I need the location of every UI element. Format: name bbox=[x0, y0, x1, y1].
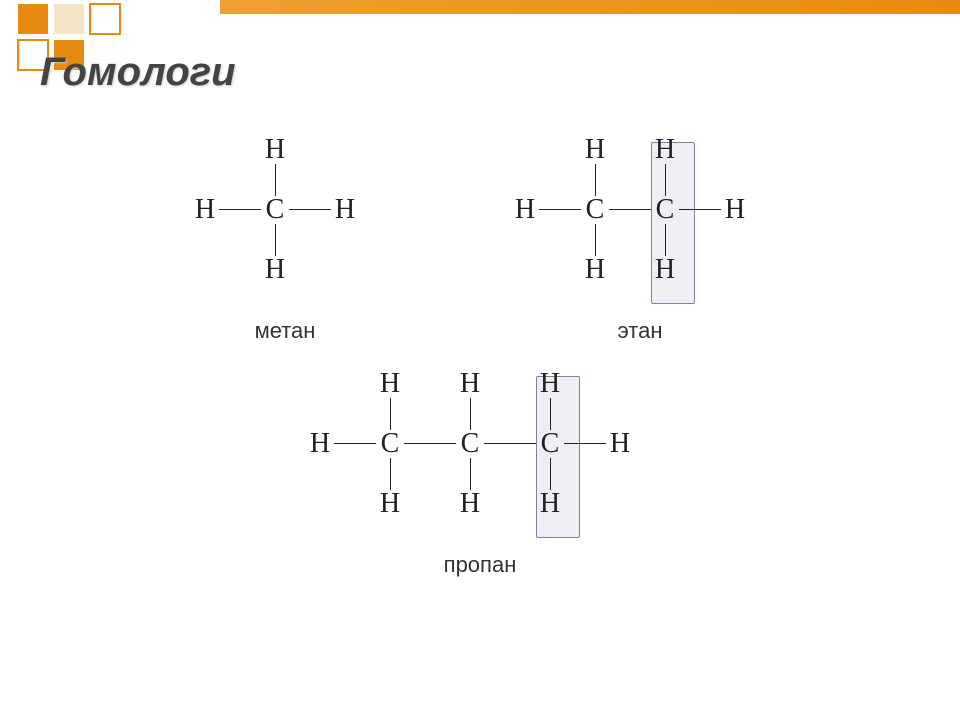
atom-h: H bbox=[191, 196, 219, 224]
atom-h: H bbox=[331, 196, 359, 224]
atom-h: H bbox=[651, 136, 679, 164]
bond bbox=[609, 209, 651, 210]
atom-c: C bbox=[536, 430, 564, 458]
atom-c: C bbox=[376, 430, 404, 458]
atom-h: H bbox=[581, 136, 609, 164]
methane-caption: метан bbox=[185, 318, 385, 344]
atom-h: H bbox=[261, 256, 289, 284]
atom-h: H bbox=[511, 196, 539, 224]
top-accent-bar bbox=[220, 0, 960, 14]
ethane-block: CCHHHHHH этан bbox=[505, 140, 775, 344]
molecule-row-2: CCCHHHHHHHH пропан bbox=[0, 374, 960, 578]
atom-h: H bbox=[581, 256, 609, 284]
bond bbox=[665, 224, 666, 256]
bond bbox=[275, 164, 276, 196]
bond bbox=[404, 443, 456, 444]
bond bbox=[550, 398, 551, 430]
atom-h: H bbox=[606, 430, 634, 458]
slide-title: Гомологи bbox=[40, 50, 236, 95]
atom-h: H bbox=[376, 490, 404, 518]
bond bbox=[550, 458, 551, 490]
bond bbox=[470, 398, 471, 430]
bond bbox=[484, 443, 536, 444]
bond bbox=[334, 443, 376, 444]
bond bbox=[564, 443, 606, 444]
bond bbox=[390, 398, 391, 430]
atom-c: C bbox=[456, 430, 484, 458]
bond bbox=[595, 164, 596, 196]
propane-structure: CCCHHHHHHHH bbox=[300, 374, 660, 544]
bond bbox=[289, 209, 331, 210]
propane-block: CCCHHHHHHHH пропан bbox=[300, 374, 660, 578]
bond bbox=[595, 224, 596, 256]
atom-h: H bbox=[721, 196, 749, 224]
bond bbox=[665, 164, 666, 196]
molecule-row-1: CHHHH метан CCHHHHHH этан bbox=[0, 140, 960, 344]
atom-h: H bbox=[261, 136, 289, 164]
bond bbox=[219, 209, 261, 210]
atom-c: C bbox=[651, 196, 679, 224]
atom-h: H bbox=[306, 430, 334, 458]
atom-h: H bbox=[536, 370, 564, 398]
atom-h: H bbox=[651, 256, 679, 284]
bond bbox=[275, 224, 276, 256]
methane-block: CHHHH метан bbox=[185, 140, 385, 344]
methane-structure: CHHHH bbox=[185, 140, 385, 310]
ethane-caption: этан bbox=[505, 318, 775, 344]
bond bbox=[539, 209, 581, 210]
ethane-structure: CCHHHHHH bbox=[505, 140, 775, 310]
bond bbox=[679, 209, 721, 210]
bond bbox=[470, 458, 471, 490]
atom-c: C bbox=[581, 196, 609, 224]
propane-caption: пропан bbox=[300, 552, 660, 578]
atom-h: H bbox=[456, 490, 484, 518]
atom-h: H bbox=[456, 370, 484, 398]
content-area: CHHHH метан CCHHHHHH этан CCCHHHHHHHH пр… bbox=[0, 140, 960, 608]
atom-c: C bbox=[261, 196, 289, 224]
atom-h: H bbox=[536, 490, 564, 518]
bond bbox=[390, 458, 391, 490]
atom-h: H bbox=[376, 370, 404, 398]
